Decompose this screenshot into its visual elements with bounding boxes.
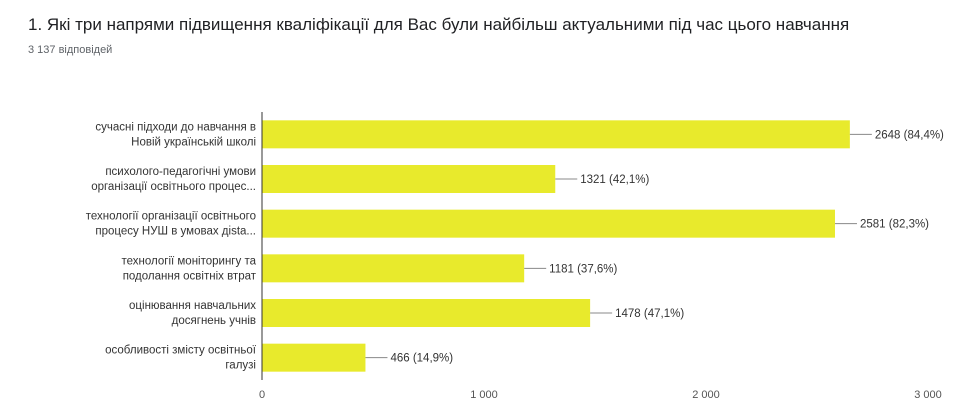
- category-label-line: галузі: [225, 360, 256, 372]
- x-tick-label: 1 000: [470, 389, 498, 401]
- category-label: психолого-педагогічні умови організації о…: [91, 166, 256, 193]
- x-tick-label: 0: [259, 389, 265, 401]
- category-label: технології моніторингу та подолання освіт…: [122, 255, 257, 282]
- bar: [262, 299, 591, 327]
- category-label-line: технології організації освітнього: [86, 211, 256, 223]
- category-label-line: досягнень учнів: [172, 315, 256, 327]
- category-label-line: Новій українській школі: [131, 136, 256, 148]
- value-labels-group: 2648 (84,4%) 1321 (42,1%) 2581 (82,3%) 1181…: [365, 129, 944, 365]
- question-title: 1. Які три напрями підвищення кваліфікац…: [28, 15, 850, 34]
- category-label-line: організації освітнього процес...: [91, 181, 256, 193]
- bar: [262, 343, 366, 372]
- response-count: 3 137 відповідей: [28, 44, 113, 56]
- category-label: особливості змісту освітньої галузі: [105, 345, 257, 372]
- x-tick-label: 2 000: [692, 389, 720, 401]
- value-label: 1181 (37,6%): [549, 263, 617, 275]
- question-header: 1. Які три напрями підвищення кваліфікац…: [28, 12, 958, 56]
- value-label: 2648 (84,4%): [875, 129, 944, 141]
- x-ticks-group: 0 1 000 2 000 3 000: [259, 389, 942, 401]
- category-label-line: сучасні підходи до навчання в: [95, 121, 256, 133]
- bar: [262, 209, 835, 238]
- category-labels-group: сучасні підходи до навчання в Новій украї…: [86, 121, 257, 371]
- category-label: технології організації освітнього процесу…: [86, 211, 256, 238]
- category-label-line: оцінювання навчальних: [129, 300, 256, 312]
- category-label: сучасні підходи до навчання в Новій украї…: [95, 121, 256, 148]
- bar: [262, 165, 556, 193]
- category-label-line: технології моніторингу та: [122, 255, 257, 267]
- category-label-line: особливості змісту освітньої: [105, 345, 257, 357]
- value-label: 1321 (42,1%): [580, 174, 649, 186]
- bar: [262, 254, 525, 283]
- category-label-line: психолого-педагогічні умови: [105, 166, 256, 178]
- bars-group: [262, 120, 850, 372]
- x-tick-label: 3 000: [914, 389, 942, 401]
- value-label: 466 (14,9%): [390, 353, 453, 365]
- category-label-line: подолання освітніх втрат: [123, 270, 257, 282]
- value-label: 1478 (47,1%): [615, 308, 684, 320]
- bar: [262, 120, 850, 149]
- value-label: 2581 (82,3%): [860, 219, 929, 231]
- category-label-line: процесу НУШ в умовах дista...: [95, 226, 256, 238]
- category-label: оцінювання навчальних досягнень учнів: [129, 300, 256, 327]
